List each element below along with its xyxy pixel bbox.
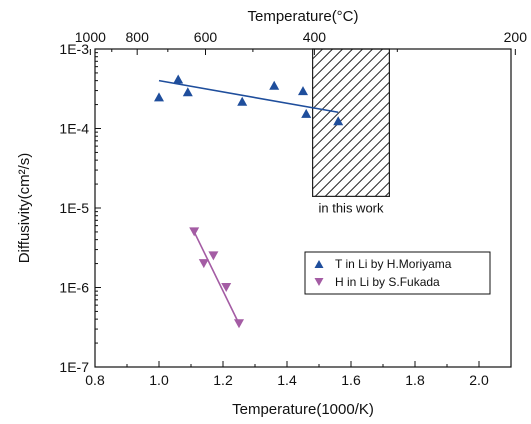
legend-label-series-2: H in Li by S.Fukada: [335, 275, 440, 289]
axes-layer: [89, 48, 516, 368]
hatch-line: [374, 181, 390, 197]
hatch-line: [312, 49, 313, 50]
x-tick-label: 2.0: [469, 372, 489, 388]
hatch-line: [334, 141, 390, 197]
hatch-line: [344, 151, 390, 197]
data-point-series-2: [208, 251, 219, 261]
data-point-series-1: [298, 86, 308, 96]
fit-line-series-2: [193, 231, 240, 325]
data-point-series-1: [301, 108, 312, 118]
data-point-series-2: [234, 319, 244, 329]
hatch-line: [312, 51, 390, 130]
hatch-line: [312, 61, 390, 140]
y-tick-label: 1E-6: [59, 280, 89, 296]
legend-marker-series-2: [314, 277, 324, 287]
hatch-line: [364, 171, 390, 197]
top-tick-label: 1000: [75, 29, 106, 45]
hatch-line: [312, 49, 383, 120]
top-tick-label: 600: [194, 29, 218, 45]
data-point-series-1: [182, 87, 193, 97]
data-point-series-1: [269, 80, 280, 90]
legend-marker-series-1: [314, 259, 324, 269]
top-tick-label: 200: [504, 29, 528, 45]
fit-lines-layer: [158, 79, 339, 325]
hatch-line: [312, 49, 333, 70]
hatch-line: [324, 131, 390, 197]
hatched-region-layer: [312, 48, 391, 197]
hatch-line: [312, 49, 353, 90]
y-tick-label: 1E-5: [59, 200, 89, 216]
hatch-line: [312, 101, 390, 180]
data-point-series-2: [189, 227, 200, 237]
x-axis-title: Temperature(1000/K): [232, 401, 374, 418]
data-point-series-1: [173, 74, 184, 84]
x-tick-label: 1.0: [149, 372, 169, 388]
data-markers-layer: [154, 74, 344, 329]
data-point-series-1: [237, 96, 248, 106]
data-point-series-1: [333, 116, 344, 126]
hatch-line: [384, 191, 390, 197]
x-tick-label: 1.8: [405, 372, 425, 388]
data-point-series-2: [221, 283, 232, 292]
hatch-line: [312, 49, 363, 100]
hatch-line: [312, 111, 390, 190]
legend-label-series-1: T in Li by H.Moriyama: [335, 257, 452, 271]
hatch-line: [312, 49, 323, 60]
annotation-in-this-work: in this work: [318, 200, 384, 215]
x-tick-label: 1.2: [213, 372, 233, 388]
top-axis-title: Temperature(°C): [247, 8, 358, 25]
x-tick-label: 1.4: [277, 372, 297, 388]
hatch-line: [312, 49, 343, 80]
x-tick-label: 1.6: [341, 372, 361, 388]
x-tick-label: 0.8: [85, 372, 105, 388]
legend-box: [304, 251, 491, 295]
hatch-line: [354, 161, 390, 197]
data-point-series-1: [154, 92, 164, 102]
data-point-series-2: [198, 259, 209, 269]
y-axis-title: Diffusivity(cm²/s): [16, 153, 33, 264]
y-tick-label: 1E-4: [59, 121, 89, 137]
top-tick-label: 400: [303, 29, 327, 45]
hatch-lines: [312, 49, 390, 197]
hatch-line: [312, 91, 390, 170]
y-tick-label: 1E-3: [59, 41, 89, 57]
hatch-line: [312, 49, 373, 110]
top-tick-label: 800: [126, 29, 150, 45]
labels-layer: in this work 0.8 1.0 1.2 1.4 1.6 1.8 2.0 1E-7 1E-…: [16, 8, 527, 418]
fit-line-series-1: [158, 79, 339, 114]
y-tick-label: 1E-7: [59, 359, 89, 375]
hatch-line: [312, 81, 390, 160]
legend: T in Li by H.Moriyama H in Li by S.Fukada: [304, 251, 491, 295]
